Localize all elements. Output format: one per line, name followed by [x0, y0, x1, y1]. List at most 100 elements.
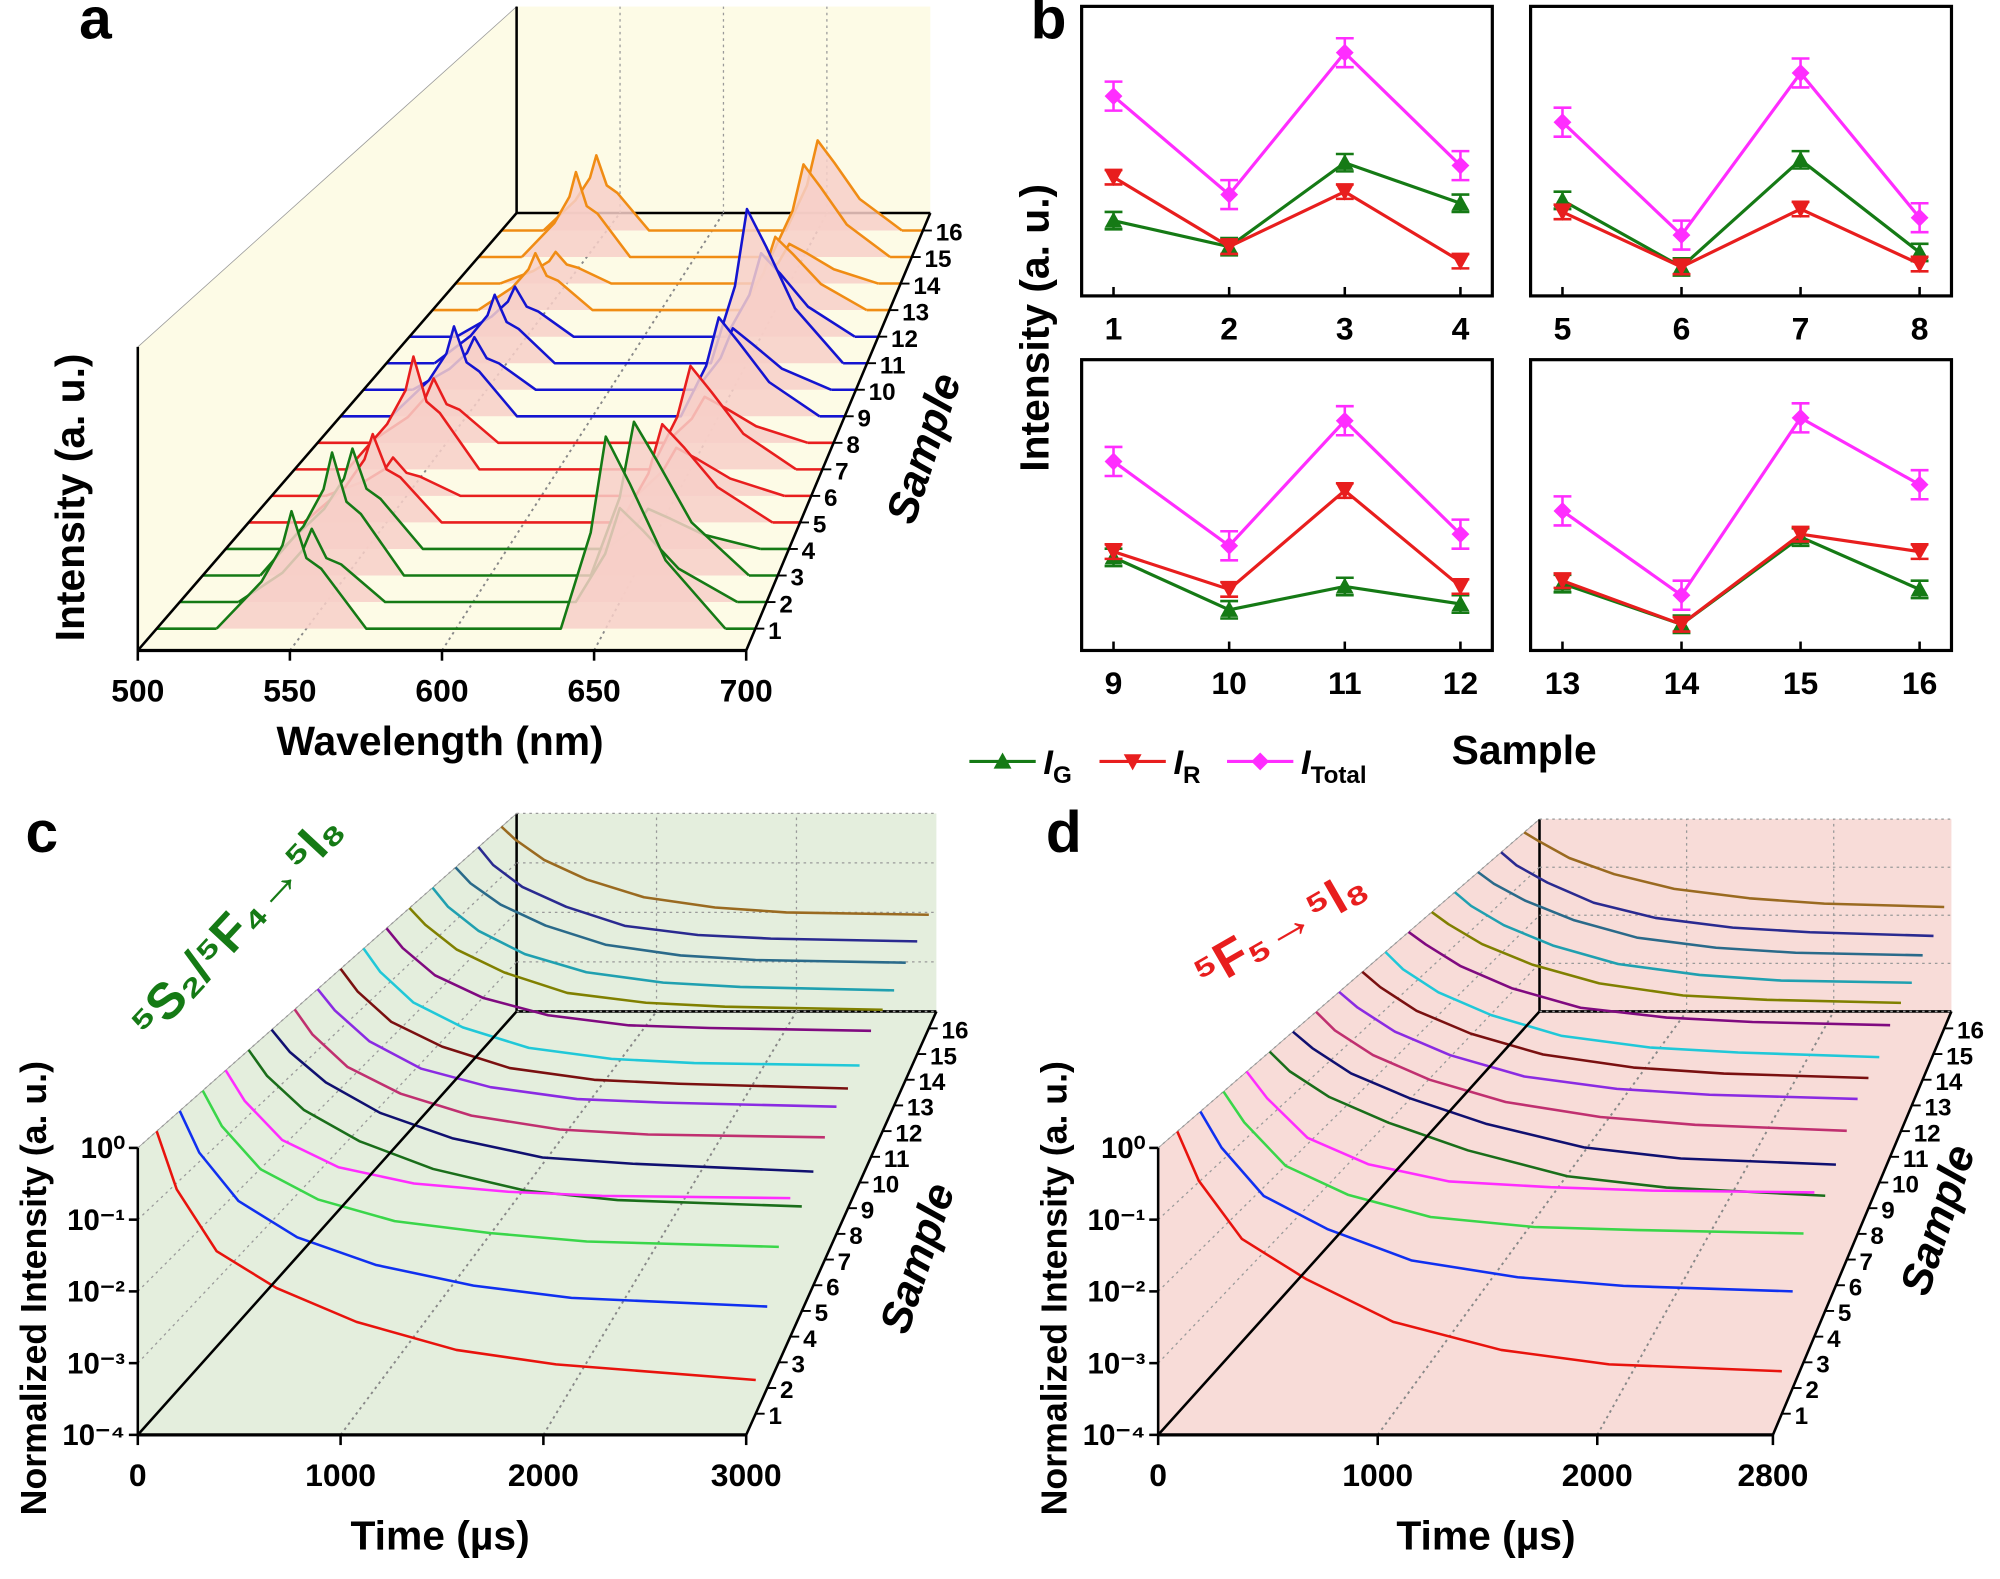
x-tick-label: 12 — [1443, 665, 1478, 701]
sample-tick-label: 1 — [768, 618, 781, 645]
y-tick-label: 10⁻² — [67, 1276, 125, 1309]
sample-axis — [745, 1010, 938, 1436]
marker — [1451, 254, 1470, 271]
sample-tick-label: 2 — [779, 591, 792, 618]
sample-tick-label: 7 — [835, 459, 848, 486]
marker — [1553, 204, 1572, 221]
floor-grid-line — [1596, 1010, 1835, 1436]
series-line — [408, 907, 883, 1012]
sample-tick-label: 1 — [1795, 1403, 1808, 1430]
sample-tick-label: 13 — [1925, 1095, 1952, 1122]
legend-label: IR — [1173, 744, 1200, 789]
series-line — [1292, 1030, 1836, 1166]
series-line — [1199, 1110, 1793, 1293]
legend-label: ITotal — [1301, 744, 1367, 789]
series-line — [1361, 970, 1869, 1080]
series-line — [1112, 418, 1462, 548]
series-line — [477, 846, 918, 943]
x-tick-label: 3 — [1336, 310, 1354, 346]
side-grid-line — [1157, 818, 1540, 1149]
subplot-frame — [1080, 358, 1494, 653]
series-line — [1112, 50, 1462, 197]
marker — [1451, 579, 1470, 596]
x-tick-label: 10 — [1211, 665, 1246, 701]
y-axis-label: Intensity (a. u.) — [1011, 184, 1057, 472]
series-line — [1176, 1130, 1782, 1373]
x-tick-label: 2800 — [1737, 1457, 1808, 1493]
marker — [1335, 184, 1354, 201]
panel-label: b — [1031, 0, 1067, 51]
floor — [1158, 1011, 1952, 1435]
series-line — [520, 163, 891, 259]
marker — [1791, 64, 1810, 82]
marker — [1791, 527, 1810, 544]
marker — [1791, 201, 1810, 218]
marker — [1791, 150, 1810, 167]
series-line — [433, 207, 845, 365]
spectrum-fill — [216, 436, 726, 629]
x-tick-label: 4 — [1452, 310, 1470, 346]
marker — [1104, 452, 1123, 471]
x-tick-label: 500 — [111, 672, 164, 708]
sample-tick-label: 10 — [1892, 1172, 1919, 1199]
marker — [1104, 170, 1123, 187]
marker — [1335, 153, 1354, 170]
subplot-frame — [1528, 358, 1954, 653]
sample-tick-label: 1 — [768, 1403, 781, 1430]
sample-axis — [1771, 1010, 1953, 1436]
panel-label: d — [1046, 800, 1082, 865]
series-line — [1222, 1090, 1804, 1235]
sample-tick-label: 15 — [925, 246, 952, 273]
y-axis-label: Normalized Intensity (a. u.) — [14, 1061, 54, 1515]
x-axis-label: Sample — [1452, 727, 1597, 773]
series-line — [390, 316, 821, 418]
sample-tick-label: 8 — [846, 432, 859, 459]
x-tick-label: 650 — [567, 672, 620, 708]
y-axis-label: Intensity (a. u.) — [47, 353, 93, 641]
sample-tick-label: 9 — [1881, 1197, 1894, 1224]
sample-tick-label: 8 — [849, 1223, 862, 1250]
sample-tick-label: 6 — [824, 485, 837, 512]
sample-tick-label: 16 — [1957, 1018, 1984, 1045]
side-grid-line — [137, 812, 518, 1149]
y-tick-label: 10⁰ — [1101, 1132, 1146, 1165]
sample-tick-label: 5 — [813, 512, 826, 539]
series-line — [1112, 175, 1462, 263]
series-line — [1561, 532, 1920, 627]
y-tick-label: 10⁻³ — [1088, 1347, 1146, 1380]
x-tick-label: 0 — [129, 1457, 147, 1493]
sample-tick-label: 4 — [803, 1326, 817, 1353]
series-line — [477, 235, 868, 312]
marker — [1220, 185, 1239, 204]
x-tick-label: 2000 — [1562, 1457, 1633, 1493]
sample-tick-label: 9 — [858, 405, 871, 432]
sample-tick-label: 3 — [792, 1352, 805, 1379]
series-line — [1407, 930, 1891, 1027]
x-axis-label: Time (µs) — [1396, 1513, 1575, 1559]
y-tick-label: 10⁰ — [81, 1132, 126, 1165]
sample-tick-label: 11 — [1903, 1146, 1929, 1173]
floor-grid-line — [339, 1010, 658, 1436]
x-tick-label: 0 — [1149, 1457, 1167, 1493]
sample-tick-label: 6 — [1849, 1274, 1862, 1301]
sample-tick-label: 15 — [930, 1043, 957, 1070]
series-line — [1112, 555, 1461, 612]
marker — [1220, 239, 1239, 256]
x-tick-label: 550 — [263, 672, 316, 708]
x-axis-label: Time (µs) — [350, 1513, 529, 1559]
marker — [1672, 259, 1691, 276]
sample-tick-label: 13 — [902, 299, 929, 326]
sample-tick-label: 14 — [918, 1069, 945, 1096]
legend-label: IG — [1043, 744, 1071, 789]
x-tick-label: 600 — [415, 672, 468, 708]
series-line — [215, 435, 727, 630]
y-tick-label: 10⁻³ — [67, 1347, 125, 1380]
x-tick-label: 9 — [1105, 665, 1123, 701]
sample-tick-label: 2 — [1805, 1377, 1818, 1404]
y-axis-label: Normalized Intensity (a. u.) — [1034, 1061, 1074, 1515]
side-grid-line — [1157, 962, 1540, 1364]
sample-tick-label: 4 — [802, 538, 816, 565]
series-line — [385, 927, 872, 1033]
sample-tick-label: 9 — [861, 1197, 874, 1224]
sample-tick-label: 4 — [1827, 1326, 1841, 1353]
